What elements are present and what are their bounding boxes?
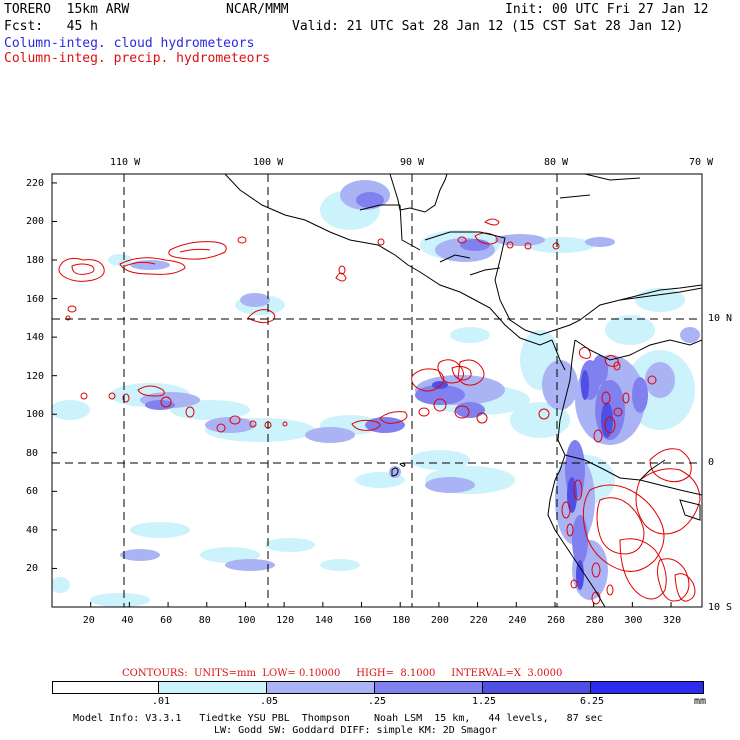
- precip-contours: [58, 218, 701, 605]
- init-time: Init: 00 UTC Fri 27 Jan 12: [505, 2, 709, 17]
- axis-ticks: [52, 182, 672, 607]
- x-tick-label: 200: [430, 615, 449, 626]
- x-tick-label: 20: [82, 615, 95, 626]
- contour-info: CONTOURS: UNITS=mm LOW= 0.10000 HIGH= 8.…: [122, 668, 563, 679]
- x-tick-label: 280: [585, 615, 604, 626]
- coastlines: [224, 174, 702, 607]
- x-tick-label: 40: [121, 615, 134, 626]
- x-tick-label: 260: [546, 615, 566, 626]
- x-tick-label: 180: [392, 615, 411, 626]
- colorbar-label-5: 6.25: [580, 696, 605, 707]
- lon-label-90w: 90 W: [400, 157, 425, 168]
- cloud-field-label: Column-integ. cloud hydrometeors: [4, 36, 255, 51]
- y-tick-label: 40: [26, 524, 39, 536]
- lon-label-100w: 100 W: [253, 157, 284, 168]
- valid-time: Valid: 21 UTC Sat 28 Jan 12 (15 CST Sat …: [292, 19, 684, 34]
- model-info-2: LW: Godd SW: Goddard DIFF: simple KM: 2D…: [214, 725, 497, 736]
- colorbar-unit: mm: [694, 696, 707, 707]
- precip-field-label: Column-integ. precip. hydrometeors: [4, 51, 271, 66]
- lon-label-110w: 110 W: [110, 157, 141, 168]
- x-tick-label: 140: [314, 615, 333, 626]
- x-tick-label: 300: [624, 615, 643, 626]
- lon-label-80w: 80 W: [544, 157, 569, 168]
- forecast-hour: Fcst: 45 h: [4, 19, 98, 34]
- x-tick-label: 320: [663, 615, 682, 626]
- lat-label-10s: 10 S: [708, 602, 733, 613]
- lat-lon-grid: [52, 174, 702, 607]
- colorbar-label-2: .05: [260, 696, 279, 707]
- x-tick-label: 240: [508, 615, 527, 626]
- lon-label-70w: 70 W: [689, 157, 714, 168]
- x-tick-label: 80: [198, 615, 211, 626]
- y-tick-label: 200: [26, 216, 45, 228]
- y-tick-label: 160: [26, 293, 45, 305]
- lat-label-0: 0: [708, 457, 715, 468]
- colorbar-bin-5: [591, 682, 703, 693]
- model-info: Model Info: V3.3.1 Tiedtke YSU PBL Thomp…: [73, 713, 603, 724]
- colorbar-label-1: .01: [152, 696, 171, 707]
- colorbar-bin-4: [483, 682, 591, 693]
- y-tick-label: 80: [26, 447, 39, 459]
- colorbar: [52, 681, 704, 694]
- y-tick-label: 140: [26, 332, 45, 344]
- colorbar-label-4: 1.25: [472, 696, 497, 707]
- colorbar-bin-3: [375, 682, 483, 693]
- x-tick-label: 60: [160, 615, 173, 626]
- y-tick-label: 180: [26, 255, 45, 267]
- y-tick-label: 20: [26, 563, 39, 575]
- colorbar-bin-0: [53, 682, 159, 693]
- x-tick-label: 120: [276, 615, 295, 626]
- x-tick-label: 220: [469, 615, 488, 626]
- model-title: TORERO 15km ARW: [4, 2, 130, 17]
- x-tick-label: 160: [353, 615, 372, 626]
- plot-frame: [51, 173, 703, 608]
- y-tick-label: 100: [26, 409, 45, 421]
- y-tick-label: 60: [26, 486, 39, 498]
- colorbar-label-3: .25: [368, 696, 387, 707]
- y-tick-label: 220: [26, 177, 45, 189]
- y-tick-label: 120: [26, 370, 45, 382]
- center-label: NCAR/MMM: [226, 2, 289, 17]
- cloud-shading: [52, 180, 700, 607]
- lat-label-10n: 10 N: [708, 313, 733, 324]
- x-tick-label: 100: [237, 615, 256, 626]
- colorbar-bin-2: [267, 682, 375, 693]
- colorbar-bin-1: [159, 682, 267, 693]
